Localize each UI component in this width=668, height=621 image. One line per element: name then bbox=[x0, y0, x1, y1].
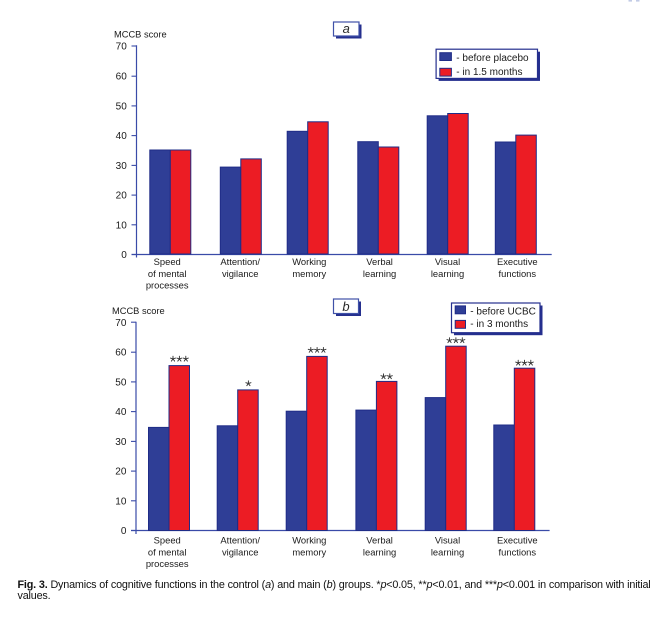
svg-text:30: 30 bbox=[115, 437, 127, 448]
svg-text:0: 0 bbox=[121, 526, 127, 537]
svg-text:Attention/: Attention/ bbox=[220, 535, 260, 546]
svg-text:0: 0 bbox=[121, 250, 127, 261]
svg-text:memory: memory bbox=[292, 546, 326, 557]
svg-text:40: 40 bbox=[115, 407, 127, 418]
svg-text:20: 20 bbox=[115, 467, 127, 478]
svg-text:20: 20 bbox=[116, 191, 128, 202]
svg-text:50: 50 bbox=[116, 101, 128, 112]
svg-text:learning: learning bbox=[431, 268, 464, 279]
svg-text:Visual: Visual bbox=[435, 256, 460, 267]
svg-text:learning: learning bbox=[363, 546, 396, 557]
svg-text:Speed: Speed bbox=[154, 535, 181, 546]
svg-text:40: 40 bbox=[116, 131, 128, 142]
svg-text:processes: processes bbox=[146, 279, 189, 290]
svg-text:60: 60 bbox=[116, 72, 128, 83]
svg-text:learning: learning bbox=[431, 546, 464, 557]
svg-text:70: 70 bbox=[116, 42, 128, 53]
svg-text:Working: Working bbox=[292, 535, 326, 546]
svg-text:Speed: Speed bbox=[154, 256, 181, 267]
svg-text:Attention/: Attention/ bbox=[220, 256, 260, 267]
svg-text:MCCB score: MCCB score bbox=[114, 29, 167, 39]
svg-text:functions: functions bbox=[499, 546, 537, 557]
svg-text:60: 60 bbox=[115, 348, 127, 359]
svg-text:of mental: of mental bbox=[148, 546, 187, 557]
svg-text:70: 70 bbox=[115, 318, 127, 329]
svg-text:Verbal: Verbal bbox=[366, 256, 393, 267]
svg-text:- before UCBC: - before UCBC bbox=[470, 307, 536, 318]
svg-text:- in 1.5 months: - in 1.5 months bbox=[456, 67, 522, 78]
svg-text:a: a bbox=[343, 21, 350, 36]
svg-text:- in 3 months: - in 3 months bbox=[470, 319, 528, 330]
svg-text:vigilance: vigilance bbox=[222, 546, 258, 557]
svg-text:b: b bbox=[342, 299, 349, 314]
svg-text:MCCB score: MCCB score bbox=[112, 306, 165, 316]
svg-text:learning: learning bbox=[363, 268, 396, 279]
svg-text:of mental: of mental bbox=[148, 268, 187, 279]
svg-text:processes: processes bbox=[146, 558, 189, 569]
svg-text:Working: Working bbox=[292, 256, 326, 267]
svg-text:Executive: Executive bbox=[497, 535, 538, 546]
svg-text:memory: memory bbox=[292, 268, 326, 279]
svg-text:30: 30 bbox=[116, 161, 128, 172]
svg-text:vigilance: vigilance bbox=[222, 268, 258, 279]
svg-text:10: 10 bbox=[115, 496, 127, 507]
svg-text:functions: functions bbox=[499, 268, 537, 279]
svg-text:Verbal: Verbal bbox=[366, 535, 393, 546]
svg-text:Executive: Executive bbox=[497, 256, 538, 267]
svg-text:10: 10 bbox=[116, 220, 128, 231]
svg-text:Visual: Visual bbox=[435, 535, 460, 546]
svg-text:50: 50 bbox=[115, 377, 127, 388]
svg-text:- before placebo: - before placebo bbox=[456, 53, 529, 64]
